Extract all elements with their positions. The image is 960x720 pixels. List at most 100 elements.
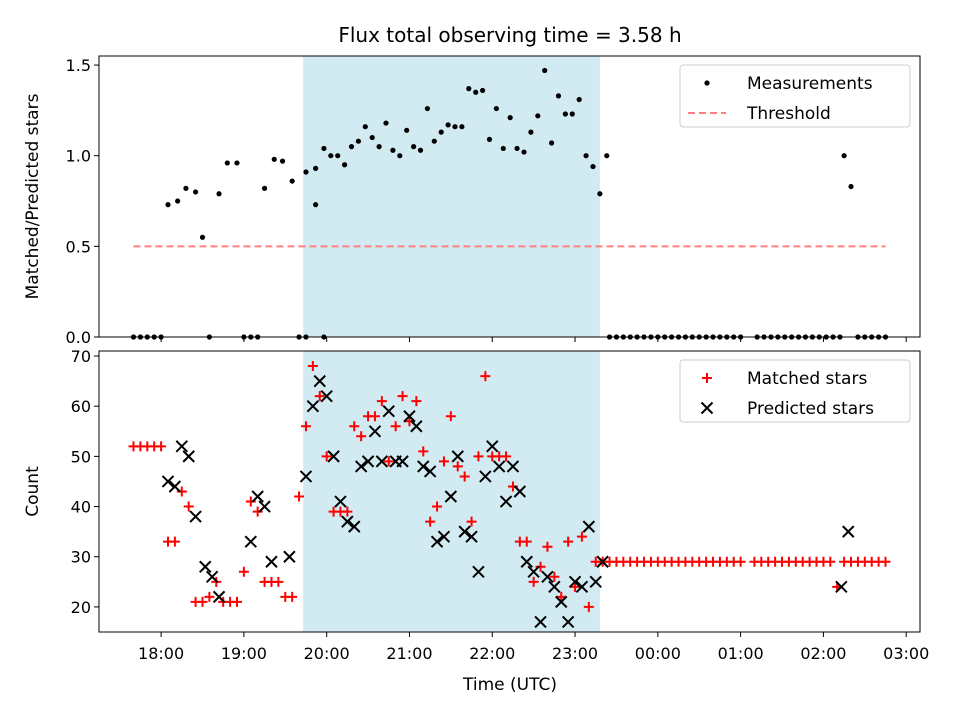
data-point: [321, 145, 327, 152]
data-point: [299, 470, 313, 483]
legend-swatch: [702, 373, 712, 383]
data-point: [507, 481, 518, 492]
data-point: [404, 127, 410, 133]
count-panel-legend: Matched stars Predicted stars: [679, 359, 911, 423]
data-point: [342, 162, 348, 168]
data-point: [314, 391, 325, 402]
data-point: [361, 455, 375, 468]
data-point: [294, 491, 305, 502]
data-point: [341, 515, 354, 528]
data-point: [438, 129, 444, 135]
data-point: [521, 536, 532, 547]
y-tick-label: 60: [71, 397, 91, 416]
data-point: [835, 580, 848, 594]
data-point: [459, 124, 465, 130]
data-point: [452, 124, 458, 130]
data-point: [404, 416, 415, 427]
data-point: [473, 89, 479, 95]
data-point: [596, 555, 609, 568]
data-point: [197, 596, 208, 607]
data-point: [169, 536, 180, 547]
data-point: [251, 490, 264, 503]
data-point: [300, 421, 311, 432]
data-point: [583, 601, 594, 612]
legend-label: Threshold: [746, 104, 831, 124]
legend-label: Predicted stars: [747, 399, 874, 419]
data-point: [403, 410, 416, 423]
data-point: [473, 451, 484, 462]
data-point: [176, 486, 187, 497]
data-point: [369, 411, 380, 422]
series-predicted-stars: [161, 374, 855, 629]
data-point: [569, 111, 575, 117]
data-point: [376, 144, 382, 150]
data-point: [199, 234, 206, 240]
data-point: [165, 202, 171, 208]
y-tick-label: 0.0: [66, 328, 91, 347]
data-point: [534, 615, 547, 629]
data-point: [528, 129, 534, 135]
data-point: [175, 198, 181, 204]
data-point: [825, 556, 836, 567]
data-point: [841, 153, 847, 159]
data-point: [212, 590, 226, 604]
data-point: [410, 420, 423, 433]
data-point: [349, 421, 360, 432]
data-point: [376, 396, 387, 407]
data-point: [521, 149, 527, 155]
data-point: [411, 396, 422, 407]
ratio-panel-frame: [98, 55, 921, 338]
y-tick-label: 50: [71, 447, 91, 466]
data-point: [279, 158, 286, 164]
data-point: [555, 595, 568, 609]
data-point: [252, 506, 263, 517]
data-point: [431, 138, 437, 144]
data-point: [486, 440, 499, 453]
x-tick-label: 00:00: [635, 644, 681, 663]
data-point: [368, 425, 382, 438]
data-point: [514, 145, 520, 152]
data-point: [570, 581, 581, 592]
data-point: [258, 500, 271, 513]
data-point: [321, 451, 332, 462]
data-point: [261, 185, 268, 191]
data-point: [486, 136, 493, 142]
data-point: [466, 516, 477, 527]
count-panel-shade: [303, 351, 600, 632]
data-point: [452, 461, 463, 472]
data-point: [328, 153, 334, 159]
data-point: [390, 421, 401, 432]
series-matched-stars: [128, 361, 891, 612]
data-point: [216, 191, 222, 197]
data-point: [313, 374, 326, 388]
data-point: [348, 520, 361, 533]
x-tick-label: 01:00: [718, 644, 764, 663]
data-point: [542, 541, 553, 552]
data-point: [465, 530, 478, 543]
data-point: [561, 615, 575, 629]
data-point: [313, 202, 319, 208]
ratio-panel-ticks: 0.0 0.5 1.0 1.5: [66, 56, 907, 347]
data-point: [342, 506, 353, 517]
data-point: [438, 456, 449, 467]
y-tick-label: 1.0: [66, 147, 91, 166]
data-point: [444, 490, 458, 503]
data-point: [576, 96, 582, 103]
data-point: [411, 144, 417, 150]
ratio-panel-ylabel: Matched/Predicted stars: [23, 93, 43, 299]
data-point: [418, 446, 429, 457]
data-point: [390, 147, 396, 153]
data-point: [479, 470, 492, 483]
count-panel: 20 30 40 50 60 70 18:00 19:00 20:00 21:00 22:00 23:…: [23, 347, 929, 695]
x-tick-label: 02:00: [800, 644, 846, 663]
count-panel-ylabel: Count: [23, 466, 43, 517]
data-point: [182, 450, 195, 463]
data-point: [445, 122, 451, 128]
data-point: [265, 555, 278, 568]
x-tick-label: 22:00: [469, 644, 515, 663]
data-point: [224, 160, 230, 166]
data-point: [507, 115, 513, 121]
data-point: [445, 411, 456, 422]
data-point: [283, 550, 296, 563]
